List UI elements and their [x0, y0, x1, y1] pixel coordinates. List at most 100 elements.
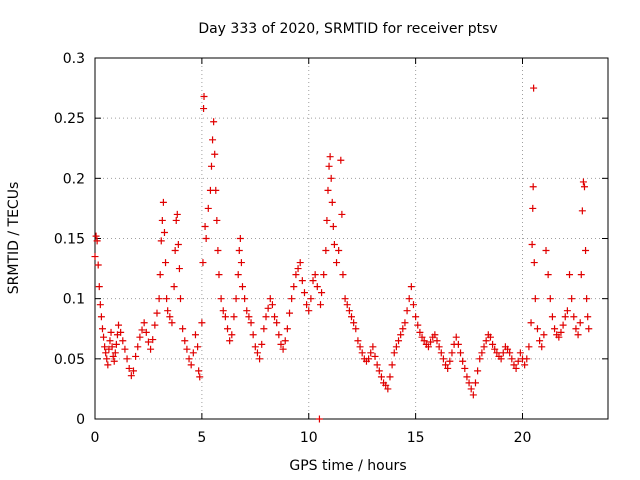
data-point — [582, 247, 590, 255]
data-point — [516, 349, 524, 357]
data-point — [317, 301, 325, 309]
data-point — [294, 265, 302, 273]
data-point — [226, 337, 234, 345]
data-point — [296, 259, 304, 267]
data-point — [323, 216, 331, 224]
data-point — [129, 367, 137, 375]
data-point — [506, 349, 514, 357]
data-point — [288, 295, 296, 303]
data-point — [95, 283, 103, 291]
data-point — [112, 340, 120, 348]
x-tick-label: 20 — [514, 430, 532, 446]
data-point — [125, 364, 133, 372]
x-tick-label: 10 — [300, 430, 318, 446]
data-point — [300, 289, 308, 297]
data-point — [210, 118, 218, 126]
data-point — [388, 361, 396, 369]
data-point — [108, 343, 116, 351]
data-point — [305, 307, 313, 315]
data-point — [211, 150, 219, 158]
data-point — [585, 325, 593, 333]
data-point — [92, 232, 100, 240]
data-point — [405, 295, 413, 303]
data-point — [367, 349, 375, 357]
data-point — [563, 307, 571, 315]
data-point — [322, 247, 330, 255]
data-point — [399, 325, 407, 333]
data-point — [463, 373, 471, 381]
data-point — [328, 198, 336, 206]
data-point — [471, 379, 479, 387]
data-point — [377, 373, 385, 381]
data-point — [238, 283, 246, 291]
data-point — [525, 343, 533, 351]
data-point — [173, 210, 181, 218]
data-point — [110, 357, 118, 365]
data-point — [371, 352, 379, 360]
data-point — [311, 271, 319, 279]
data-point — [174, 241, 182, 249]
data-point — [335, 247, 343, 255]
data-point — [271, 313, 279, 321]
data-point — [109, 352, 117, 360]
data-point — [395, 337, 403, 345]
data-point — [189, 349, 197, 357]
data-point — [544, 271, 552, 279]
data-point — [352, 325, 360, 333]
data-point — [181, 337, 189, 345]
data-point — [536, 337, 544, 345]
data-point — [307, 295, 315, 303]
data-point — [237, 259, 245, 267]
data-point — [275, 331, 283, 339]
data-point — [309, 277, 317, 285]
data-point — [578, 207, 586, 215]
data-point — [144, 338, 152, 346]
data-point — [345, 307, 353, 315]
x-tick-label: 5 — [197, 430, 206, 446]
axis-ticks: 0 0.05 0.1 0.15 0.2 0.25 0.3 0 5 10 15 20 — [54, 51, 608, 446]
data-point — [97, 313, 105, 321]
data-point — [343, 301, 351, 309]
data-point — [217, 295, 225, 303]
data-point — [478, 349, 486, 357]
data-point — [531, 295, 539, 303]
data-point — [136, 333, 144, 341]
data-point — [94, 261, 102, 269]
data-points — [91, 84, 593, 423]
y-tick-label: 0.15 — [54, 232, 85, 248]
data-point — [132, 352, 140, 360]
data-point — [260, 325, 268, 333]
data-point — [538, 343, 546, 351]
data-point — [580, 183, 588, 191]
data-point — [249, 331, 257, 339]
data-point — [435, 343, 443, 351]
data-point — [325, 162, 333, 170]
data-point — [318, 289, 326, 297]
data-point — [235, 247, 243, 255]
data-point — [327, 174, 335, 182]
data-point — [386, 373, 394, 381]
data-point — [533, 325, 541, 333]
data-point — [253, 349, 261, 357]
data-point — [418, 333, 426, 341]
data-point — [172, 216, 180, 224]
data-point — [179, 325, 187, 333]
data-point — [350, 319, 358, 327]
x-axis-label: GPS time / hours — [289, 458, 406, 474]
data-point — [476, 355, 484, 363]
data-point — [333, 259, 341, 267]
data-point — [427, 338, 435, 346]
data-point — [583, 295, 591, 303]
data-point — [424, 343, 432, 351]
data-point — [339, 271, 347, 279]
data-point — [416, 328, 424, 336]
data-point — [286, 309, 294, 317]
data-point — [576, 319, 584, 327]
data-point — [572, 325, 580, 333]
data-point — [384, 385, 392, 393]
data-point — [431, 331, 439, 339]
data-point — [164, 307, 172, 315]
data-point — [540, 331, 548, 339]
data-point — [251, 343, 259, 351]
